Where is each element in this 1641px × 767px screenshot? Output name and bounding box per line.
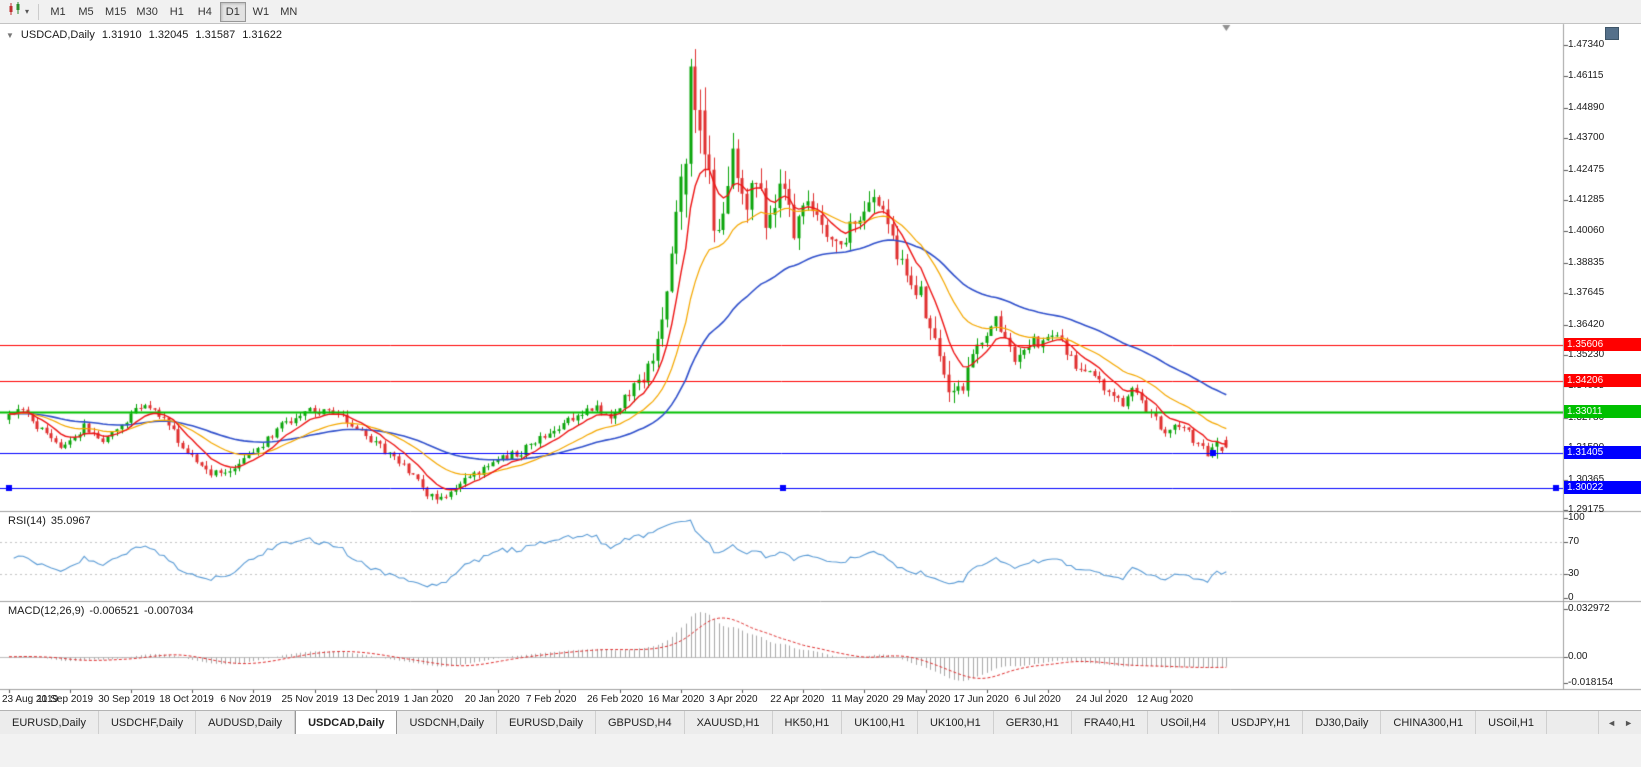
toolbar-separator: [38, 3, 40, 20]
chart-tab-4[interactable]: USDCNH,Daily: [397, 711, 498, 734]
chart-tab-3[interactable]: USDCAD,Daily: [295, 711, 398, 734]
chart-tab-1[interactable]: USDCHF,Daily: [99, 711, 197, 734]
chart-tab-8[interactable]: HK50,H1: [773, 711, 843, 734]
chart-tab-10[interactable]: UK100,H1: [918, 711, 994, 734]
chart-tab-12[interactable]: FRA40,H1: [1072, 711, 1149, 734]
chevron-down-icon: ▾: [25, 7, 30, 16]
chart-tab-13[interactable]: USOil,H4: [1148, 711, 1220, 734]
chart-tab-14[interactable]: USDJPY,H1: [1219, 711, 1304, 734]
timeframe-button-h1[interactable]: H1: [169, 5, 184, 18]
chart-tab-15[interactable]: DJ30,Daily: [1303, 711, 1382, 734]
timeframe-button-m15[interactable]: M15: [105, 5, 127, 18]
chart-tab-6[interactable]: GBPUSD,H4: [596, 711, 685, 734]
chart-tabs: EURUSD,Daily USDCHF,Daily AUDUSD,Daily USDC…: [0, 711, 1598, 734]
timeframe-button-m5[interactable]: M5: [78, 5, 94, 18]
chart-tab-11[interactable]: GER30,H1: [994, 711, 1072, 734]
chart-tab-16[interactable]: CHINA300,H1: [1381, 711, 1477, 734]
status-bar: [0, 734, 1641, 767]
chart-tab-7[interactable]: XAUUSD,H1: [685, 711, 773, 734]
timeframe-buttons: M1 M5 M15 M30 H1 H4 D1 W1 MN: [44, 1, 303, 22]
tab-scroll-left-icon[interactable]: ◄: [1607, 717, 1617, 728]
candlestick-chart-icon: [7, 2, 23, 21]
chart-tab-5[interactable]: EURUSD,Daily: [497, 711, 596, 734]
timeframe-button-h4[interactable]: H4: [197, 5, 212, 18]
chart-tab-2[interactable]: AUDUSD,Daily: [196, 711, 296, 734]
timeframe-button-d1[interactable]: D1: [219, 1, 246, 22]
periods-dropdown-button[interactable]: ▾: [3, 2, 33, 22]
chart-tab-0[interactable]: EURUSD,Daily: [0, 711, 99, 734]
timeframe-button-w1[interactable]: W1: [252, 5, 270, 18]
timeframe-button-mn[interactable]: MN: [280, 5, 298, 18]
timeframe-button-m30[interactable]: M30: [136, 5, 158, 18]
chart-tab-bar: EURUSD,Daily USDCHF,Daily AUDUSD,Daily USDC…: [0, 710, 1641, 734]
timeframe-toolbar: ▾ M1 M5 M15 M30 H1 H4 D1 W1 MN: [0, 0, 1641, 24]
chart-tab-9[interactable]: UK100,H1: [842, 711, 918, 734]
tab-scroll-controls: ◄ ►: [1598, 711, 1641, 734]
tab-scroll-right-icon[interactable]: ►: [1624, 717, 1633, 728]
timeframe-button-m1[interactable]: M1: [50, 5, 66, 18]
chart-tab-17[interactable]: USOil,H1: [1476, 711, 1547, 734]
